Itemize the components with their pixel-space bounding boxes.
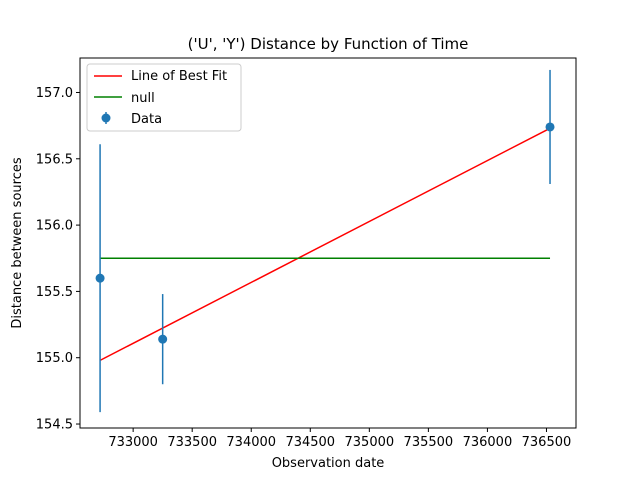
y-tick-label: 156.5: [36, 152, 73, 167]
x-tick-label: 733000: [108, 435, 158, 450]
x-tick-label: 733500: [167, 435, 217, 450]
data-point: [95, 273, 105, 283]
x-tick-label: 734500: [285, 435, 335, 450]
y-axis: 154.5 155.0 155.5 156.0 156.5 157.0: [36, 86, 80, 433]
y-tick-label: 154.5: [36, 418, 73, 433]
data-point: [545, 122, 555, 132]
x-tick-label: 736500: [522, 435, 572, 450]
y-axis-title: Distance between sources: [10, 157, 25, 328]
y-tick-label: 157.0: [36, 86, 73, 101]
axes-frame: [79, 57, 577, 429]
chart-title: ('U', 'Y') Distance by Function of Time: [188, 35, 469, 53]
plot-area: [79, 57, 577, 429]
x-axis-title: Observation date: [272, 456, 385, 471]
data-point: [158, 334, 168, 344]
legend-label-best-fit: Line of Best Fit: [131, 69, 227, 84]
legend-frame: [86, 63, 242, 132]
y-tick-label: 155.5: [36, 285, 73, 300]
legend-marker-data: [101, 113, 111, 123]
series-layer: [95, 69, 555, 413]
series-line-line-of-best-fit: [99, 127, 551, 362]
legend-label-data: Data: [131, 112, 162, 127]
legend-label-null: null: [131, 91, 155, 106]
legend: Line of Best Fit null Data: [86, 63, 242, 132]
x-axis: 733000 733500 734000 734500 735000 735500 7360…: [108, 428, 571, 450]
x-tick-label: 734000: [226, 435, 276, 450]
x-tick-label: 736000: [463, 435, 513, 450]
y-tick-label: 156.0: [36, 219, 73, 234]
y-tick-label: 155.0: [36, 351, 73, 366]
x-tick-label: 735500: [404, 435, 454, 450]
x-tick-label: 735000: [345, 435, 395, 450]
